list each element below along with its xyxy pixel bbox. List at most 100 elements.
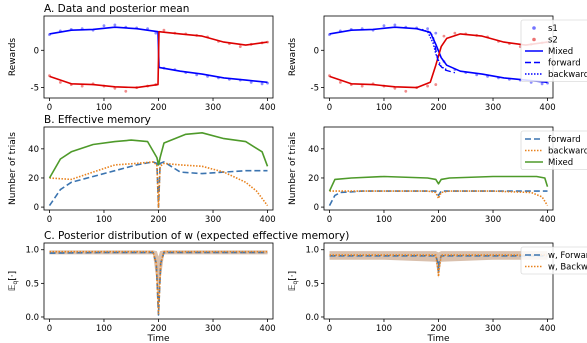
x-tick-label: 100 (376, 324, 392, 334)
panel-b1: B. Effective memory 0 100 200 300 400 0 20 40 Num… (8, 114, 276, 225)
x-tick-label: 0 (327, 324, 332, 334)
uncertainty-band (49, 250, 268, 315)
panel-b2: 0 100 200 300 400 0 20 40 Number of trials forwar… (288, 126, 587, 225)
y-tick-label: 0.0 (305, 313, 319, 323)
x-tick-label: 300 (205, 215, 221, 225)
legend-entry: s1 (532, 24, 558, 34)
data-point (80, 84, 84, 88)
x-tick-label: 300 (485, 103, 501, 113)
x-tick-label: 100 (96, 103, 112, 113)
x-axis-label: Time (146, 334, 169, 343)
x-tick-label: 0 (327, 103, 332, 113)
legend-entry: backward (525, 70, 587, 80)
legend-entry: Mixed (525, 158, 573, 168)
x-tick-label: 300 (485, 215, 501, 225)
series-line-backward (329, 254, 548, 278)
y-tick-label: 40 (28, 145, 39, 155)
series-line-mixed (48, 132, 269, 179)
data-point (434, 83, 438, 86)
legend-entry: forward (525, 59, 581, 69)
data-point (154, 31, 158, 35)
series-line-backward (49, 161, 269, 208)
legend-entry: Mixed (525, 47, 573, 57)
x-tick-label: 300 (205, 324, 221, 334)
data-point (260, 82, 264, 86)
series-line-s1 (329, 26, 548, 84)
legend-label: s2 (548, 36, 558, 46)
panel-a1: A. Data and posterior mean 0 100 200 300 400 -… (8, 3, 276, 113)
data-point (434, 31, 438, 35)
series-line-mixed (328, 175, 549, 192)
legend-label: forward (548, 59, 581, 69)
x-tick-label: 100 (96, 324, 112, 334)
data-point (360, 84, 364, 88)
x-tick-label: 300 (205, 103, 221, 113)
x-tick-label: 400 (259, 324, 275, 334)
data-point (249, 80, 253, 84)
y-tick-label: 0.5 (305, 279, 319, 289)
y-axis-label: Number of trials (288, 132, 298, 205)
x-axis-label: Time (426, 334, 449, 343)
data-point (453, 31, 457, 35)
legend-label: w, Backward (548, 263, 587, 273)
x-tick-label: 100 (96, 215, 112, 225)
data-point (393, 23, 397, 27)
panel-title: B. Effective memory (44, 114, 151, 126)
x-tick-label: 200 (430, 103, 446, 113)
x-tick-label: 400 (259, 103, 275, 113)
legend-entry: w, Forward (525, 251, 587, 261)
series-line-backward (329, 190, 549, 207)
x-tick-label: 400 (539, 103, 555, 113)
y-tick-label: 0 (34, 203, 39, 213)
y-tick-label: 1.0 (25, 246, 39, 256)
legend-entry: forward (525, 135, 581, 145)
data-point (102, 24, 106, 28)
legend-entry: w, Backward (525, 263, 587, 273)
panel-c1: C. Posterior distribution of w (expected… (8, 230, 349, 343)
data-point (540, 82, 544, 86)
x-tick-label: 200 (150, 324, 166, 334)
y-tick-label: 0 (34, 46, 39, 56)
legend-entry: s2 (532, 36, 558, 46)
legend-label: w, Forward (548, 251, 587, 261)
y-tick-label: 0.5 (25, 279, 39, 289)
legend-label: backward (548, 147, 587, 157)
x-tick-label: 0 (327, 215, 332, 225)
data-point (113, 23, 117, 27)
series-line-forward (49, 251, 268, 316)
series-line-backward (49, 250, 268, 315)
y-axis-label: 𝔼q[·] (288, 271, 299, 291)
y-axis-label: Number of trials (8, 132, 18, 205)
data-point (338, 80, 342, 84)
legend-box (520, 130, 587, 170)
data-point (426, 27, 429, 31)
panel-c2: 0 100 200 300 400 0.0 0.5 1.0 𝔼q[·] Time w, Forwar… (288, 242, 587, 343)
y-tick-label: 1.0 (305, 246, 319, 256)
legend-label: Mixed (548, 158, 573, 168)
x-tick-label: 400 (259, 215, 275, 225)
x-tick-label: 0 (47, 103, 52, 113)
x-tick-label: 0 (47, 324, 52, 334)
series-line-s1 (421, 28, 448, 71)
y-axis-label: Rewards (288, 38, 298, 77)
y-tick-label: 20 (308, 174, 319, 184)
y-tick-label: -5 (311, 84, 319, 94)
legend-box (520, 19, 587, 82)
x-tick-label: 400 (539, 324, 555, 334)
series-line-s1 (427, 30, 456, 74)
y-axis-label: 𝔼q[·] (8, 271, 19, 291)
x-tick-label: 100 (376, 215, 392, 225)
legend-label: backward (548, 70, 587, 80)
x-tick-label: 200 (430, 215, 446, 225)
data-point (162, 28, 166, 32)
y-tick-label: 40 (308, 145, 319, 155)
panel-title: C. Posterior distribution of w (expected… (44, 230, 349, 242)
series-line-s2 (329, 33, 548, 89)
legend-label: forward (548, 135, 581, 145)
y-tick-label: 0 (314, 46, 319, 56)
data-point (382, 24, 386, 28)
y-tick-label: -5 (31, 84, 39, 94)
series-line-s2 (49, 30, 268, 89)
